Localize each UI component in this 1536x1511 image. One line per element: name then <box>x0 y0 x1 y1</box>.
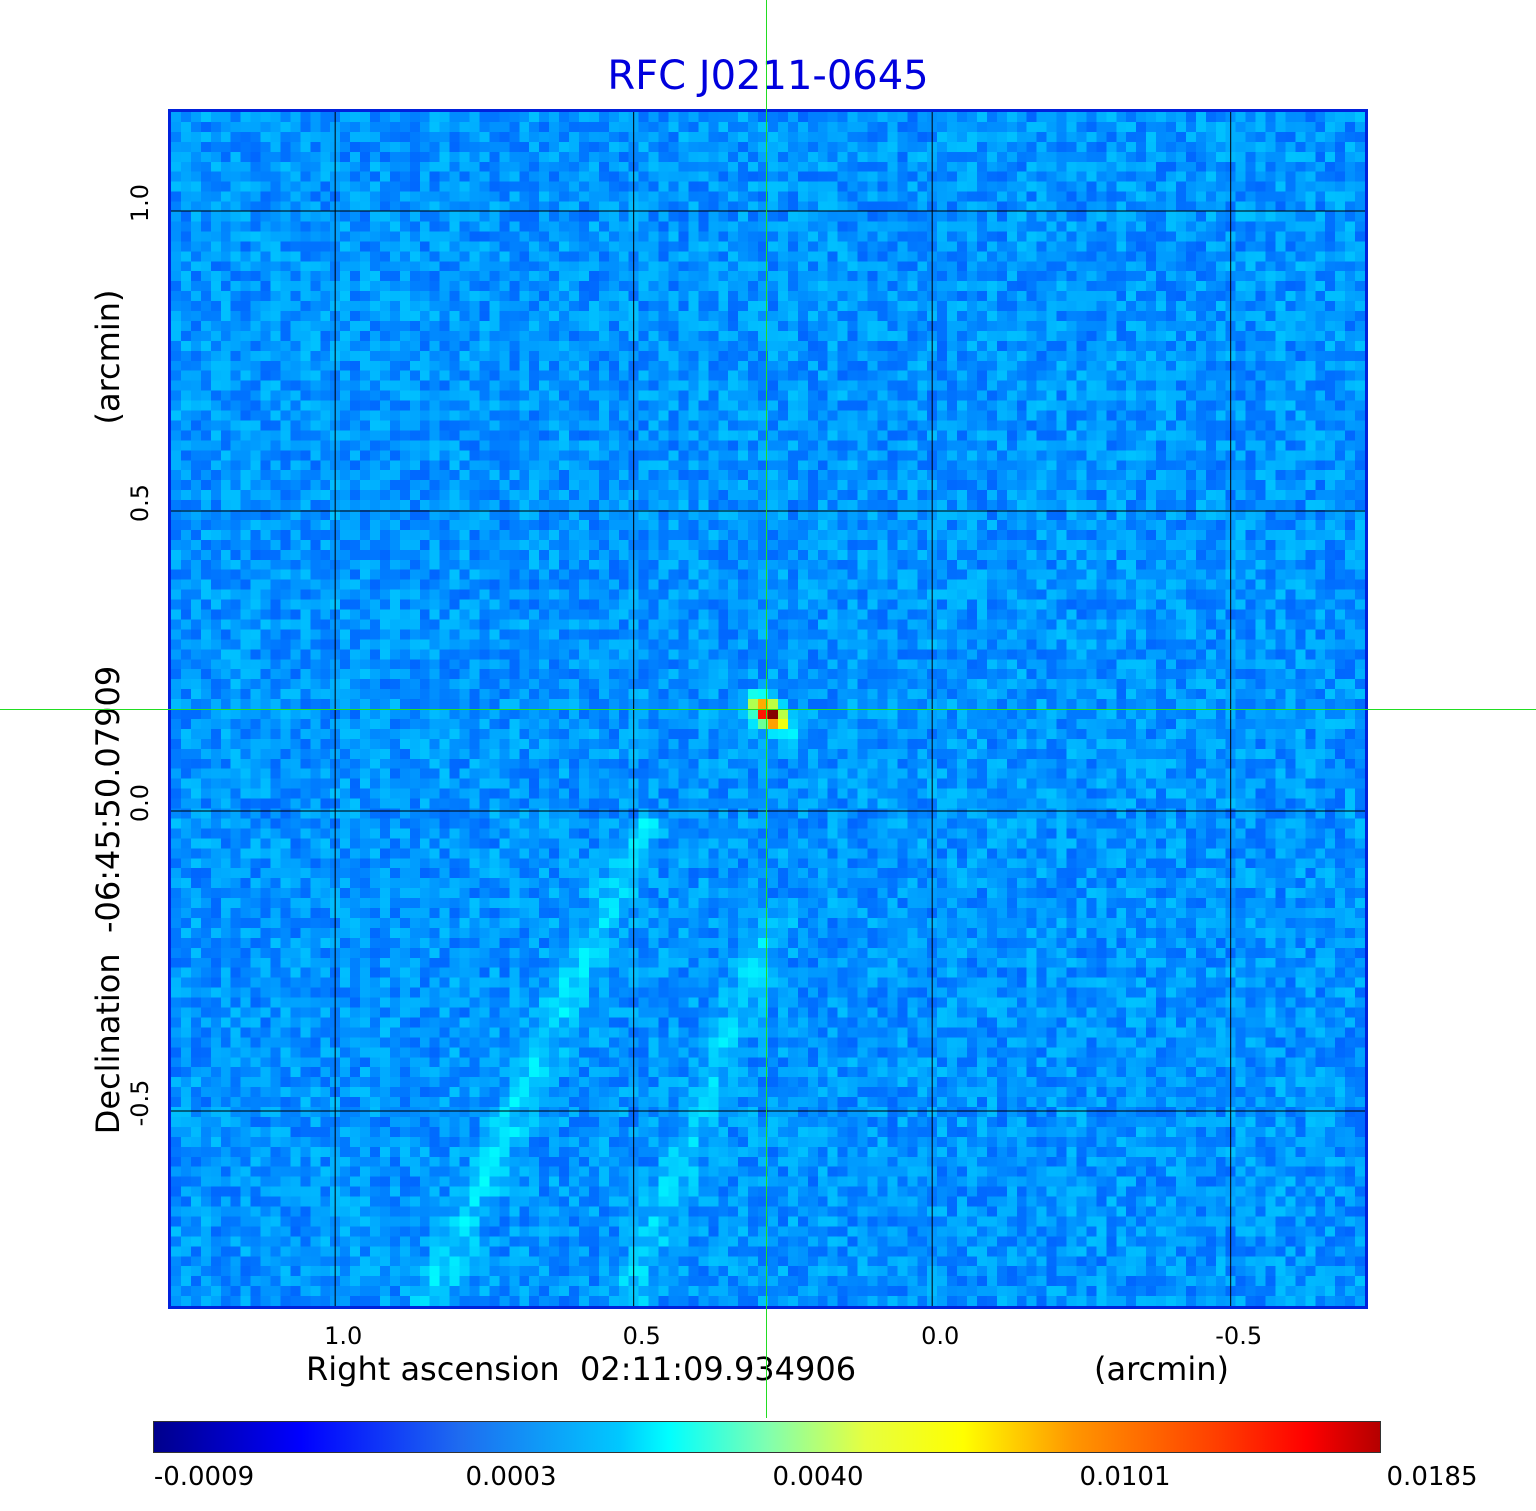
x-axis-label: Right ascension 02:11:09.934906 <box>306 1350 857 1388</box>
colorbar-tick-label: -0.0009 <box>153 1462 255 1492</box>
x-tick-label: 0.5 <box>622 1322 661 1350</box>
y-axis-label: Declination -06:45:50.07909 <box>89 665 127 1135</box>
y-axis-unit: (arcmin) <box>89 289 127 425</box>
y-tick-label: -0.5 <box>126 1079 154 1127</box>
colorbar <box>153 1421 1381 1453</box>
x-axis-unit: (arcmin) <box>1094 1350 1229 1388</box>
x-tick-label: -0.5 <box>1215 1322 1263 1350</box>
colorbar-tick-label: 0.0003 <box>465 1462 557 1492</box>
colorbar-tick-label: 0.0185 <box>1386 1462 1478 1492</box>
x-tick-label: 0.0 <box>921 1322 960 1350</box>
y-tick-label: 0.0 <box>126 783 154 823</box>
colorbar-tick-label: 0.0101 <box>1079 1462 1171 1492</box>
x-tick-label: 1.0 <box>324 1322 363 1350</box>
chart-title: RFC J0211-0645 <box>607 53 929 99</box>
y-tick-label: 0.5 <box>126 483 154 523</box>
colorbar-tick-label: 0.0040 <box>772 1462 864 1492</box>
y-tick-label: 1.0 <box>126 183 154 223</box>
crosshair-horizontal <box>0 709 1536 710</box>
